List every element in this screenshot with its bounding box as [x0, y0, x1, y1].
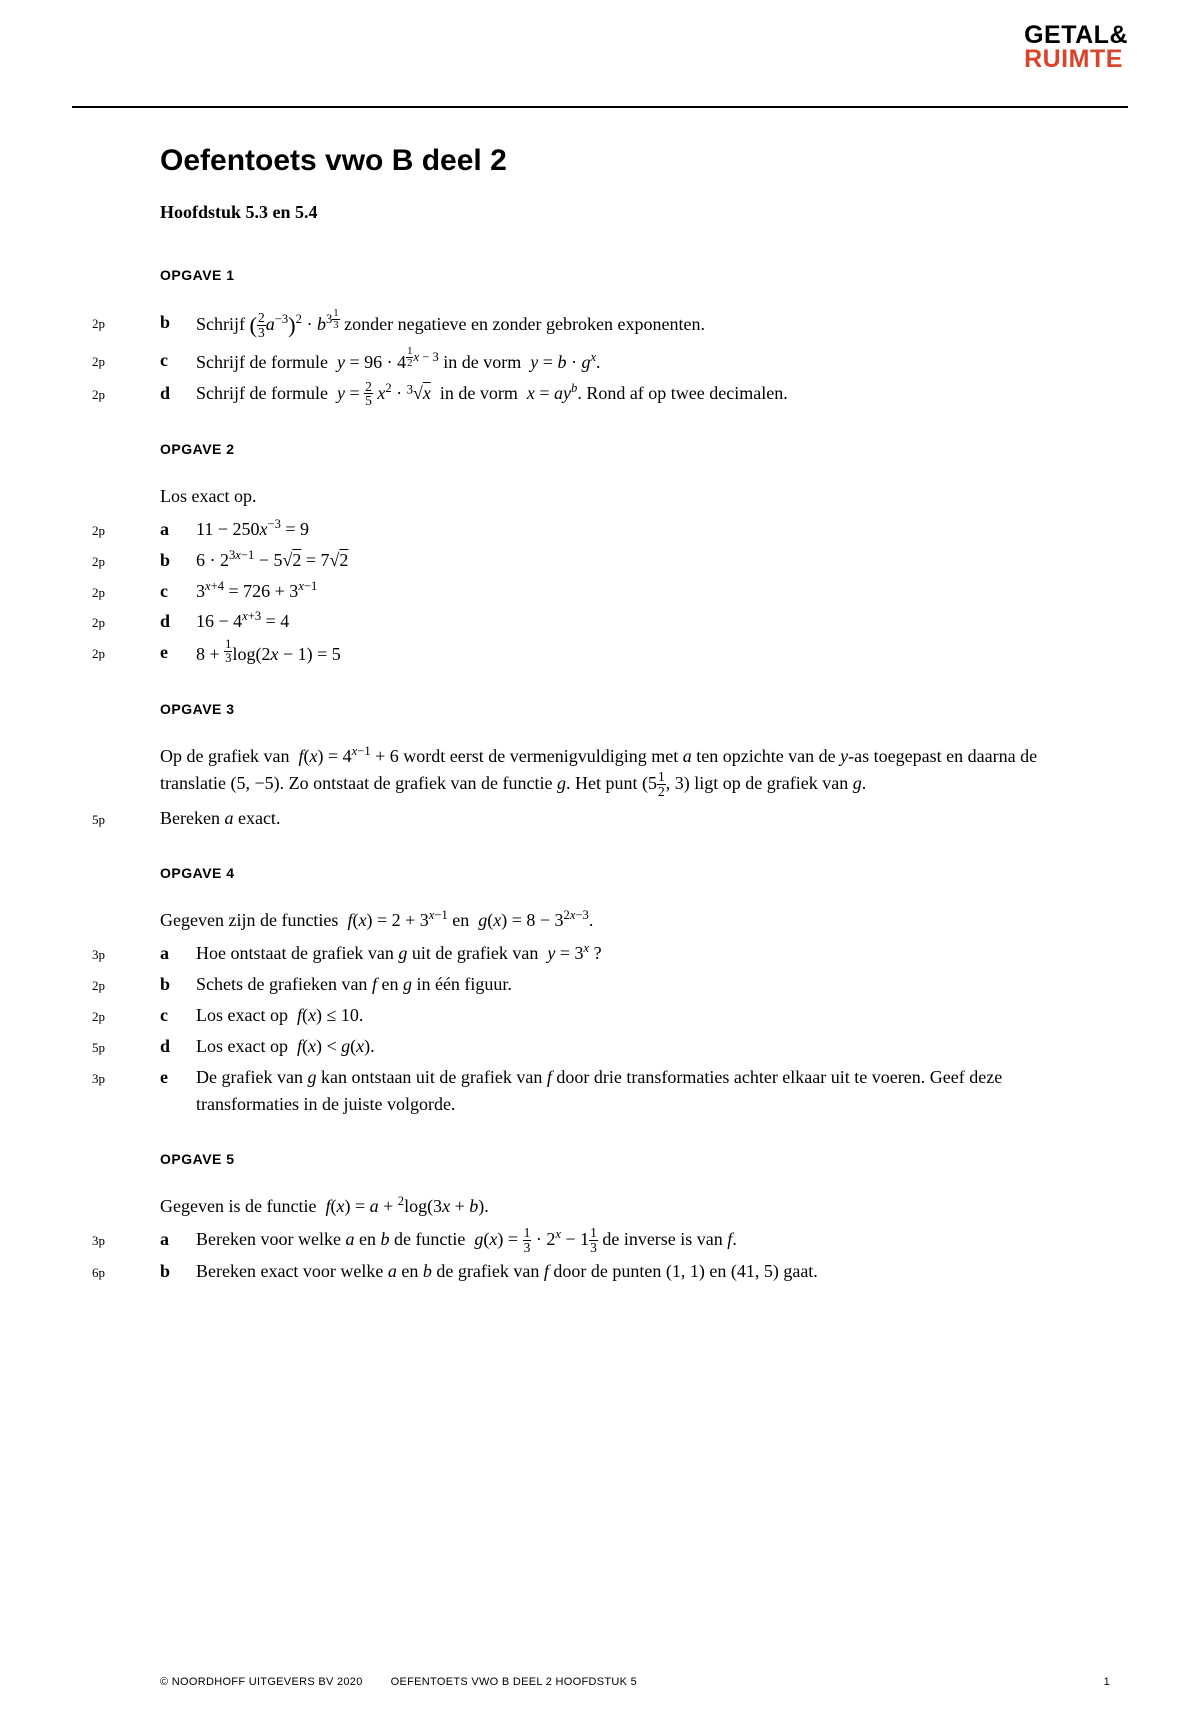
item-letter: a [160, 1226, 169, 1254]
item-text: Schrijf de formule y = 25 x2 · 3√x in de… [196, 383, 788, 403]
item-text: Schrijf (23a−3)2 · b313 zonder negatieve… [196, 314, 705, 334]
item-text: 11 − 250x−3 = 9 [196, 519, 309, 539]
item-letter: e [160, 1064, 168, 1092]
item-letter: b [160, 309, 170, 337]
item-points: 2p [92, 644, 105, 664]
item-points: 2p [92, 583, 105, 603]
item-text: Los exact op f(x) ≤ 10. [196, 1005, 363, 1025]
item-letter: d [160, 1033, 170, 1061]
opgave-label: OPGAVE 1 [160, 267, 1090, 283]
item-text: 6 · 23x−1 − 5√2 = 7√2 [196, 550, 348, 570]
exercise-item: 2pdSchrijf de formule y = 25 x2 · 3√x in… [160, 380, 1090, 409]
item-points: 2p [92, 314, 105, 334]
item-text: Hoe ontstaat de grafiek van g uit de gra… [196, 943, 602, 963]
opgave-label: OPGAVE 4 [160, 865, 1090, 881]
exercise-item: 2pbSchrijf (23a−3)2 · b313 zonder negati… [160, 309, 1090, 344]
exercise-item: 2pcLos exact op f(x) ≤ 10. [160, 1002, 1090, 1030]
exercise-item: 2pcSchrijf de formule y = 96 · 412x − 3 … [160, 347, 1090, 377]
item-text: Bereken a exact. [160, 808, 280, 828]
brand-logo: GETAL& RUIMTE [1024, 24, 1128, 72]
subtitle: Hoofdstuk 5.3 en 5.4 [160, 202, 1090, 223]
item-points: 3p [92, 1231, 105, 1251]
item-letter: e [160, 639, 168, 667]
item-letter: b [160, 547, 170, 575]
exercise-item: 3paHoe ontstaat de grafiek van g uit de … [160, 940, 1090, 968]
item-letter: a [160, 940, 169, 968]
exercise-item: 2pc3x+4 = 726 + 3x−1 [160, 578, 1090, 606]
item-letter: b [160, 1258, 170, 1286]
item-letter: d [160, 380, 170, 408]
opgave-label: OPGAVE 3 [160, 701, 1090, 717]
opgave-intro: Los exact op. [160, 483, 1090, 510]
item-points: 3p [92, 945, 105, 965]
exercise-item: 2pb6 · 23x−1 − 5√2 = 7√2 [160, 547, 1090, 575]
item-letter: a [160, 516, 169, 544]
opgave-label: OPGAVE 5 [160, 1151, 1090, 1167]
exercise-item: 5pdLos exact op f(x) < g(x). [160, 1033, 1090, 1061]
footer: © NOORDHOFF UITGEVERS BV 2020 OEFENTOETS… [160, 1676, 1110, 1688]
opgave-label: OPGAVE 2 [160, 441, 1090, 457]
exercise-item: 3peDe grafiek van g kan ontstaan uit de … [160, 1064, 1090, 1120]
exercises-container: OPGAVE 1 2pbSchrijf (23a−3)2 · b313 zonde… [160, 267, 1090, 1286]
item-text: De grafiek van g kan ontstaan uit de gra… [196, 1067, 1002, 1115]
exercise-item: 5pBereken a exact. [160, 805, 1090, 833]
item-text: Los exact op f(x) < g(x). [196, 1036, 375, 1056]
item-points: 6p [92, 1263, 105, 1283]
opgave-intro: Gegeven zijn de functies f(x) = 2 + 3x−1… [160, 907, 1090, 934]
item-text: 16 − 4x+3 = 4 [196, 611, 289, 631]
opgave-intro: Gegeven is de functie f(x) = a + 2log(3x… [160, 1193, 1090, 1220]
item-text: Schets de grafieken van f en g in één fi… [196, 974, 512, 994]
main-content: Oefentoets vwo B deel 2 Hoofdstuk 5.3 en… [160, 144, 1090, 1286]
page-number: 1 [1104, 1676, 1110, 1688]
item-points: 2p [92, 552, 105, 572]
item-text: 3x+4 = 726 + 3x−1 [196, 581, 317, 601]
opgave-intro: Op de grafiek van f(x) = 4x−1 + 6 wordt … [160, 743, 1090, 799]
item-text: Bereken voor welke a en b de functie g(x… [196, 1229, 737, 1249]
exercise-item: 2pbSchets de grafieken van f en g in één… [160, 971, 1090, 999]
exercise-item: 2pe8 + 13log(2x − 1) = 5 [160, 639, 1090, 669]
item-points: 2p [92, 1007, 105, 1027]
exercise-item: 6pbBereken exact voor welke a en b de gr… [160, 1258, 1090, 1286]
footer-doc: OEFENTOETS VWO B DEEL 2 HOOFDSTUK 5 [391, 1676, 637, 1688]
exercise-item: 2pa11 − 250x−3 = 9 [160, 516, 1090, 544]
exercise-item: 2pd16 − 4x+3 = 4 [160, 608, 1090, 636]
item-points: 2p [92, 385, 105, 405]
page-title: Oefentoets vwo B deel 2 [160, 144, 1090, 178]
item-points: 3p [92, 1069, 105, 1089]
item-text: Schrijf de formule y = 96 · 412x − 3 in … [196, 352, 601, 372]
item-text: 8 + 13log(2x − 1) = 5 [196, 644, 341, 664]
item-points: 5p [92, 810, 105, 830]
logo-line2: RUIMTE [1024, 48, 1128, 72]
item-letter: d [160, 608, 170, 636]
header: GETAL& RUIMTE [72, 28, 1128, 108]
item-points: 5p [92, 1038, 105, 1058]
item-letter: b [160, 971, 170, 999]
footer-copyright: © NOORDHOFF UITGEVERS BV 2020 [160, 1676, 363, 1688]
item-letter: c [160, 578, 168, 606]
item-points: 2p [92, 613, 105, 633]
item-points: 2p [92, 352, 105, 372]
item-letter: c [160, 1002, 168, 1030]
item-points: 2p [92, 521, 105, 541]
item-letter: c [160, 347, 168, 375]
item-text: Bereken exact voor welke a en b de grafi… [196, 1261, 818, 1281]
item-points: 2p [92, 976, 105, 996]
exercise-item: 3paBereken voor welke a en b de functie … [160, 1226, 1090, 1255]
